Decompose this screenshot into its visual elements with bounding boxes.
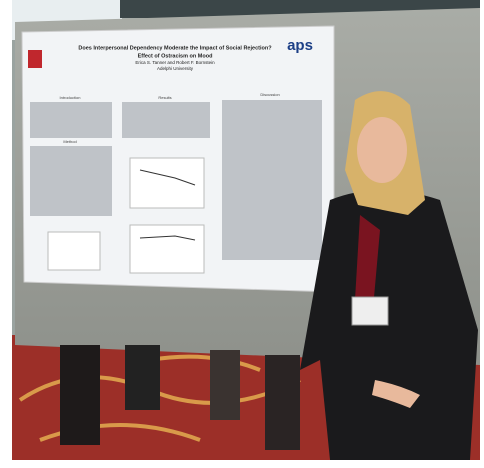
poster-subtitle: Effect of Ostracism on Mood	[138, 53, 213, 59]
figure-line	[139, 169, 196, 186]
person-legs	[265, 355, 300, 450]
shirt	[355, 215, 380, 320]
text-block	[122, 102, 210, 138]
jacket	[300, 190, 478, 460]
text-block	[30, 102, 112, 138]
person-legs	[210, 350, 240, 420]
poster-affiliation: Adelphi University	[157, 66, 194, 71]
person-legs	[60, 345, 100, 445]
text-blocks	[30, 100, 322, 260]
text-block	[222, 100, 322, 260]
person-legs	[125, 345, 160, 410]
section-heading: Discussion	[260, 92, 279, 97]
poster-authors: Erica S. Tanner and Robert F. Bornstein	[135, 60, 215, 65]
name-badge	[351, 296, 389, 326]
figure	[47, 231, 101, 271]
aps-logo: aps	[287, 37, 313, 54]
figure	[129, 157, 205, 209]
poster-title: Does Interpersonal Dependency Moderate t…	[78, 45, 272, 51]
figure-line	[139, 235, 196, 241]
section-heading: Introduction	[60, 95, 81, 100]
section-heading: Method	[63, 139, 76, 144]
hand	[372, 380, 420, 408]
section-heading: Results	[158, 95, 171, 100]
face	[357, 117, 407, 183]
figure	[129, 224, 205, 274]
text-block	[30, 146, 112, 216]
university-logo	[28, 50, 42, 68]
